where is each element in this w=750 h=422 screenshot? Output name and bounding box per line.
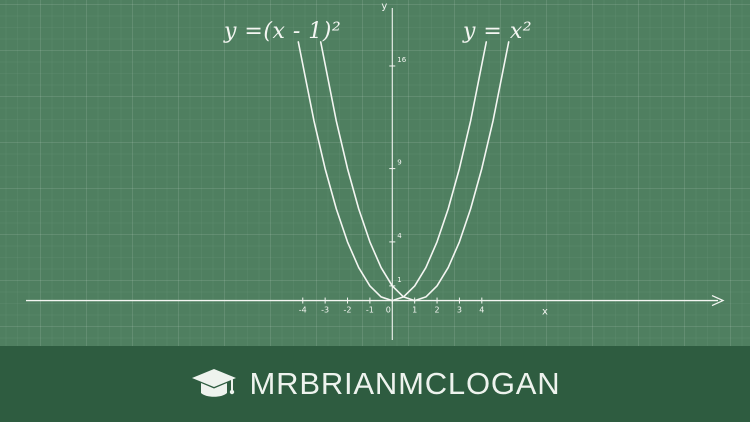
- series-line-shifted-parabola: [319, 41, 510, 302]
- x-axis-arrowhead: [711, 294, 725, 307]
- x-tick-label: -2: [344, 306, 352, 315]
- x-tick-label: 2: [435, 306, 440, 315]
- x-tick-label: 4: [479, 306, 484, 315]
- graduation-cap-icon: [191, 369, 236, 397]
- x-tick-label: 1: [412, 306, 417, 315]
- x-tick-label: -4: [299, 306, 307, 315]
- x-tick-label: -3: [321, 306, 329, 315]
- y-tick-label: 1: [397, 276, 401, 284]
- x-tick-label: 0: [386, 306, 391, 315]
- y-tick-label: 4: [397, 232, 402, 240]
- brand-name: MRBRIANMCLOGAN: [249, 366, 561, 401]
- equation-label-shifted-parabola: y =(x - 1)²: [224, 19, 342, 44]
- brand-banner: MRBRIANMCLOGAN: [0, 346, 750, 422]
- y-tick-label: 9: [397, 159, 401, 167]
- parabola-graph: x y -4 -3 -2 -1 0 1 2 3 4 1 4 9 16: [26, 1, 725, 340]
- brand-lockup: MRBRIANMCLOGAN: [190, 366, 561, 402]
- x-tick-label: -1: [366, 306, 374, 315]
- y-axis-label: y: [381, 1, 387, 12]
- chalkboard-grid: [0, 0, 750, 346]
- series-line-parabola: [297, 41, 488, 302]
- x-axis-label: x: [542, 307, 548, 318]
- x-tick-label: 3: [457, 306, 462, 315]
- y-tick-label: 16: [397, 56, 406, 64]
- equation-label-parabola: y = x²: [463, 19, 533, 44]
